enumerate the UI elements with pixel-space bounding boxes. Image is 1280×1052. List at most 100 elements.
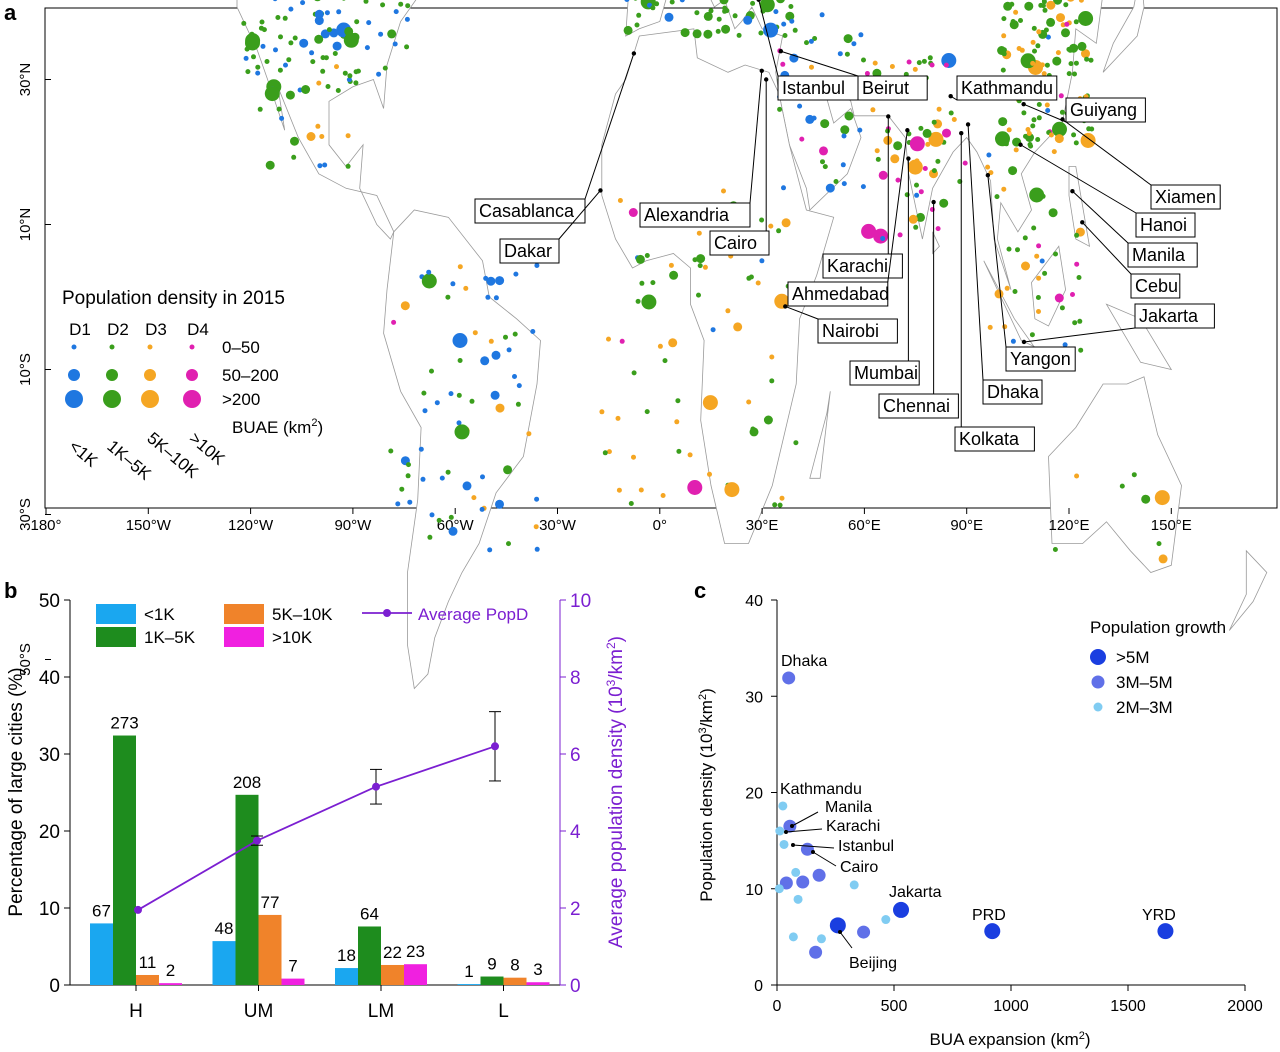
city-dot bbox=[931, 119, 937, 125]
city-dot bbox=[878, 170, 888, 180]
city-dot bbox=[421, 273, 437, 289]
city-dot bbox=[674, 419, 680, 425]
city-dot bbox=[1027, 142, 1033, 147]
c-x-tick-label: 0 bbox=[773, 998, 782, 1015]
city-dot bbox=[457, 264, 463, 270]
callout-kathmandu: Kathmandu bbox=[948, 75, 1058, 101]
city-dot bbox=[858, 32, 864, 38]
city-dot bbox=[1032, 48, 1037, 54]
city-dot bbox=[1031, 225, 1037, 231]
c-legend-label: 3M–5M bbox=[1116, 673, 1173, 692]
city-dot bbox=[1119, 483, 1125, 489]
c-label-cairo: Cairo bbox=[811, 850, 878, 876]
lon-tick-label: 90°W bbox=[334, 517, 372, 534]
city-dot bbox=[353, 69, 359, 75]
callout-yangon: Yangon bbox=[985, 173, 1076, 372]
city-dot bbox=[732, 13, 738, 19]
city-dot bbox=[819, 146, 828, 156]
c-y-axis-label: Population density (103/km2) bbox=[697, 688, 716, 902]
b-bar-label: 2 bbox=[166, 961, 175, 980]
b-y-tick-label: 30 bbox=[39, 745, 60, 766]
city-dot bbox=[617, 198, 623, 203]
lon-tick-label: 150°E bbox=[1151, 517, 1192, 534]
city-dot bbox=[1072, 320, 1078, 326]
c-point bbox=[893, 901, 910, 918]
callout-jakarta: Jakarta bbox=[1021, 303, 1215, 345]
c-x-tick-label: 1000 bbox=[993, 998, 1029, 1015]
callout-label: Beirut bbox=[862, 78, 909, 98]
city-dot bbox=[426, 269, 432, 275]
b-legend-label: 1K–5K bbox=[144, 628, 196, 647]
c-point bbox=[881, 915, 891, 925]
b-legend: <1K 1K–5K 5K–10K >10K Average PopD bbox=[96, 604, 528, 647]
city-dot bbox=[1015, 247, 1020, 253]
b-y-tick-label: 0 bbox=[49, 976, 60, 997]
city-dot bbox=[1003, 141, 1009, 147]
city-dot bbox=[495, 276, 505, 286]
city-dot bbox=[889, 64, 895, 69]
city-dot bbox=[429, 512, 435, 518]
city-dot bbox=[599, 409, 605, 415]
b-legend-label: >10K bbox=[272, 628, 313, 647]
c-arrow-head bbox=[790, 824, 794, 828]
b-y-tick-label: 50 bbox=[39, 591, 60, 612]
city-dot bbox=[1074, 473, 1080, 479]
c-label-arrow bbox=[812, 851, 837, 867]
callout-label: Manila bbox=[1132, 245, 1186, 265]
city-dot bbox=[439, 475, 445, 481]
city-dot bbox=[922, 166, 928, 171]
b-x-tick-label: LM bbox=[368, 1001, 394, 1022]
lon-tick-label: 60°W bbox=[437, 517, 475, 534]
b-x-tick-label: UM bbox=[244, 1001, 274, 1022]
callout-alexandria: Alexandria bbox=[639, 68, 764, 228]
city-dot bbox=[1053, 0, 1063, 5]
legend-row-label: >200 bbox=[222, 390, 260, 409]
city-dot bbox=[779, 495, 785, 501]
callout-box bbox=[1134, 303, 1215, 329]
city-dot bbox=[1072, 71, 1077, 77]
city-dot bbox=[702, 264, 708, 270]
city-dot bbox=[506, 347, 512, 353]
city-dot bbox=[319, 134, 325, 139]
city-dot bbox=[675, 398, 681, 404]
city-dot bbox=[998, 117, 1008, 127]
lat-tick-label: 50°S bbox=[17, 643, 34, 676]
city-dot bbox=[759, 217, 765, 223]
callout-label: Dakar bbox=[504, 241, 552, 261]
city-dot bbox=[664, 12, 674, 22]
city-dot bbox=[283, 62, 288, 68]
city-dot bbox=[647, 2, 652, 8]
city-dot bbox=[942, 128, 951, 138]
lon-tick-label: 30°E bbox=[746, 517, 779, 534]
callout-dakar: Dakar bbox=[499, 188, 603, 264]
callout-point bbox=[948, 93, 953, 99]
legend-row-label: 50–200 bbox=[222, 366, 279, 385]
callout-point bbox=[905, 128, 910, 133]
legend-dot bbox=[183, 390, 201, 408]
city-dot bbox=[291, 154, 297, 160]
callout-xiamen: Xiamen bbox=[1060, 117, 1221, 210]
callout-label: Kathmandu bbox=[961, 78, 1053, 98]
b-bar bbox=[113, 735, 136, 985]
callout-point bbox=[886, 114, 891, 119]
c-label-jakarta: Jakarta bbox=[889, 884, 942, 901]
city-dot bbox=[873, 228, 889, 244]
city-dot bbox=[715, 28, 721, 34]
city-dot bbox=[1031, 117, 1037, 123]
city-dot bbox=[777, 106, 783, 112]
city-dot bbox=[782, 33, 788, 38]
legend-dot bbox=[186, 369, 198, 381]
city-dot bbox=[772, 502, 778, 508]
callout-box bbox=[857, 75, 928, 101]
city-dot bbox=[912, 66, 918, 72]
b-legend-swatch bbox=[224, 604, 264, 624]
b-y2-tick-label: 0 bbox=[570, 976, 581, 997]
c-point bbox=[829, 917, 846, 934]
callout-label: Xiamen bbox=[1155, 187, 1216, 207]
callout-point bbox=[1021, 101, 1026, 107]
city-dot bbox=[939, 198, 949, 208]
city-dot bbox=[533, 524, 539, 530]
city-dot bbox=[393, 9, 399, 15]
city-dot bbox=[463, 285, 469, 291]
